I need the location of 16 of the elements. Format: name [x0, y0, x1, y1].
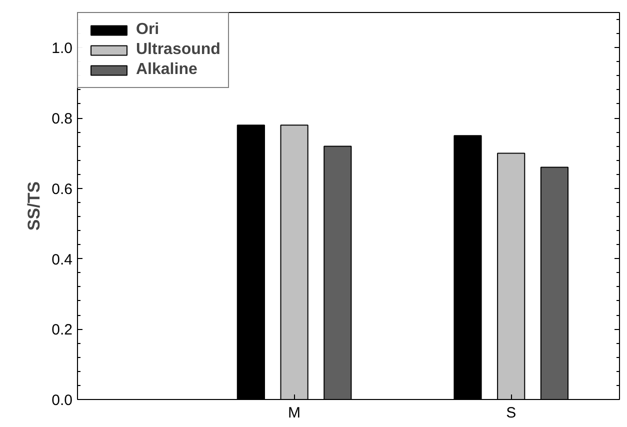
x-tick-label: M [288, 404, 301, 422]
legend-label: Ultrasound [136, 41, 220, 59]
y-tick-label: 0.2 [52, 322, 73, 339]
x-tick-label: S [506, 404, 516, 422]
y-tick-label: 1.0 [52, 40, 73, 58]
y-tick-label: 0.4 [52, 251, 73, 268]
bar [324, 146, 352, 400]
bar [540, 166, 569, 400]
y-tick-label: 0.0 [52, 392, 73, 409]
bar [236, 124, 265, 400]
y-axis-title: SS/TS [24, 181, 44, 231]
bar [454, 135, 482, 400]
legend-label: Alkaline [136, 61, 198, 79]
legend-label: Ori [136, 21, 160, 39]
y-tick-label: 0.8 [52, 110, 73, 128]
y-tick-label: 0.6 [52, 180, 73, 198]
